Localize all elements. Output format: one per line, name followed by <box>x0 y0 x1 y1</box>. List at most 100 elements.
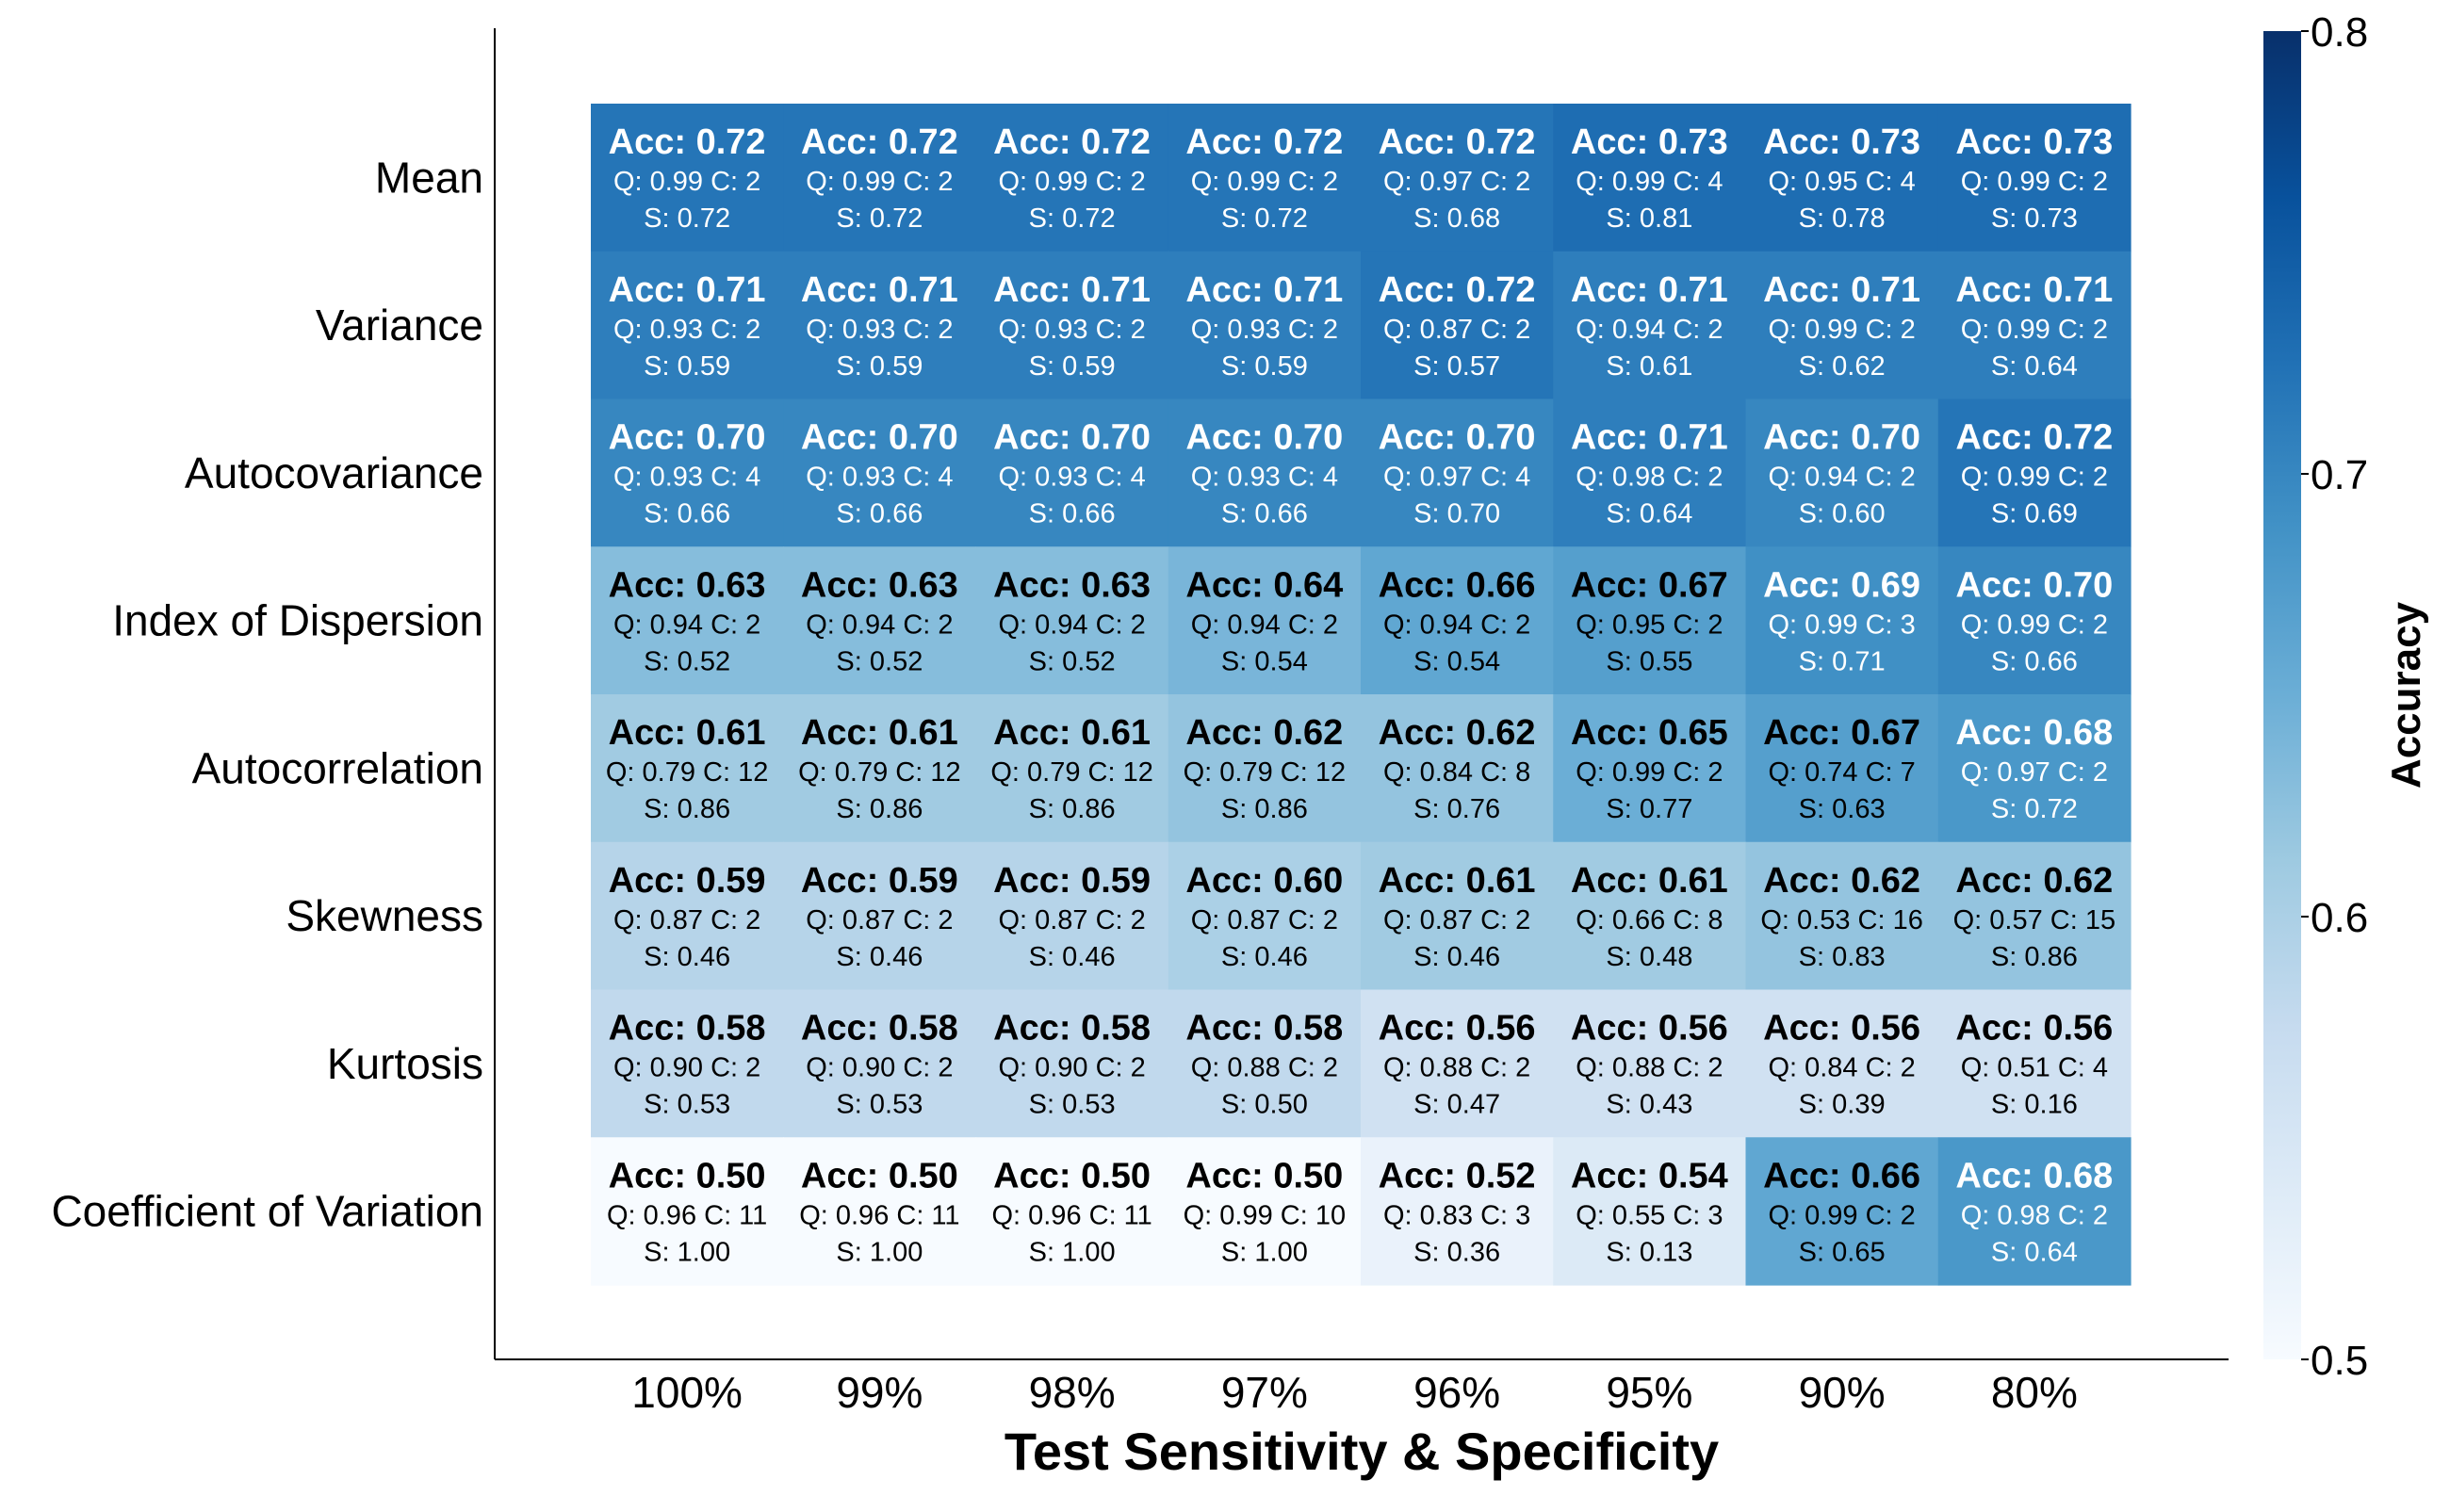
cell-qc-label: Q: 0.99 C: 2 <box>1576 757 1723 788</box>
cell-rect <box>1937 251 2132 400</box>
cell-rect <box>1937 398 2132 547</box>
heatmap-cell: Acc: 0.70 Q: 0.93 C: 4 S: 0.66 <box>591 398 784 547</box>
colorbar-tick-label: 0.6 <box>2311 895 2368 941</box>
cell-qc-label: Q: 0.79 C: 12 <box>990 757 1153 788</box>
cell-qc-label: Q: 0.87 C: 2 <box>1383 315 1530 345</box>
cell-rect <box>1553 546 1747 695</box>
cell-qc-label: Q: 0.87 C: 2 <box>613 905 760 935</box>
heatmap-cell: Acc: 0.70 Q: 0.93 C: 4 S: 0.66 <box>783 398 977 547</box>
heatmap-cell: Acc: 0.62 Q: 0.84 C: 8 S: 0.76 <box>1361 694 1554 843</box>
cell-rect <box>1168 546 1362 695</box>
x-tick-labels: 100% 99% 98% 97% 96% 95% 90% 80% <box>631 1368 2078 1417</box>
heatmap-cell: Acc: 0.50 Q: 0.96 C: 11 S: 1.00 <box>591 1137 784 1286</box>
cell-rect <box>975 989 1169 1138</box>
heatmap-cell: Acc: 0.66 Q: 0.99 C: 2 S: 0.65 <box>1745 1137 1939 1286</box>
cell-s-label: S: 0.83 <box>1799 942 1886 972</box>
cell-s-label: S: 0.72 <box>644 203 730 234</box>
cell-accuracy-label: Acc: 0.70 <box>1379 418 1536 458</box>
heatmap-cell: Acc: 0.67 Q: 0.74 C: 7 S: 0.63 <box>1745 694 1939 843</box>
colorbar-tick-label: 0.8 <box>2311 9 2368 56</box>
heatmap-cell: Acc: 0.71 Q: 0.93 C: 2 S: 0.59 <box>591 251 784 400</box>
heatmap-cell: Acc: 0.61 Q: 0.87 C: 2 S: 0.46 <box>1361 841 1554 991</box>
heatmap-cell: Acc: 0.61 Q: 0.79 C: 12 S: 0.86 <box>975 694 1169 843</box>
y-tick-label: Autocovariance <box>185 448 483 497</box>
cell-qc-label: Q: 0.99 C: 2 <box>998 167 1145 197</box>
cell-rect <box>1745 989 1939 1138</box>
x-tick-label: 96% <box>1413 1368 1500 1417</box>
cell-accuracy-label: Acc: 0.72 <box>609 122 766 162</box>
cell-rect <box>1553 694 1747 843</box>
cell-accuracy-label: Acc: 0.58 <box>993 1009 1151 1049</box>
cell-qc-label: Q: 0.94 C: 2 <box>1576 315 1723 345</box>
cell-qc-label: Q: 0.55 C: 3 <box>1576 1200 1723 1230</box>
cell-accuracy-label: Acc: 0.58 <box>1185 1009 1343 1049</box>
cell-accuracy-label: Acc: 0.71 <box>1955 270 2113 310</box>
cell-rect <box>1168 989 1362 1138</box>
cell-qc-label: Q: 0.93 C: 2 <box>613 315 760 345</box>
cell-rect <box>1553 251 1747 400</box>
heatmap-cell: Acc: 0.58 Q: 0.88 C: 2 S: 0.50 <box>1168 989 1362 1138</box>
cell-rect <box>1937 1137 2132 1286</box>
cell-qc-label: Q: 0.98 C: 2 <box>1576 463 1723 493</box>
cell-accuracy-label: Acc: 0.54 <box>1571 1156 1728 1195</box>
cell-qc-label: Q: 0.87 C: 2 <box>1191 905 1338 935</box>
heatmap-cell: Acc: 0.72 Q: 0.97 C: 2 S: 0.68 <box>1361 104 1554 252</box>
cell-accuracy-label: Acc: 0.66 <box>1763 1156 1920 1195</box>
heatmap-cell: Acc: 0.71 Q: 0.93 C: 2 S: 0.59 <box>975 251 1169 400</box>
cell-accuracy-label: Acc: 0.59 <box>993 861 1151 901</box>
cell-s-label: S: 0.64 <box>1991 351 2078 382</box>
cell-qc-label: Q: 0.99 C: 2 <box>806 167 953 197</box>
cell-s-label: S: 1.00 <box>836 1237 923 1267</box>
heatmap-cell: Acc: 0.73 Q: 0.95 C: 4 S: 0.78 <box>1745 104 1939 252</box>
cell-accuracy-label: Acc: 0.71 <box>1763 270 1920 310</box>
heatmap-cell: Acc: 0.56 Q: 0.88 C: 2 S: 0.43 <box>1553 989 1747 1138</box>
cell-qc-label: Q: 0.96 C: 11 <box>799 1200 959 1230</box>
cell-rect <box>1745 398 1939 547</box>
cell-s-label: S: 0.53 <box>644 1090 730 1120</box>
cell-qc-label: Q: 0.51 C: 4 <box>1961 1053 2108 1083</box>
cell-rect <box>1745 694 1939 843</box>
colorbar: 0.5 0.6 0.7 0.8 Accuracy <box>2263 9 2429 1384</box>
cell-accuracy-label: Acc: 0.70 <box>1185 418 1343 458</box>
cell-accuracy-label: Acc: 0.63 <box>609 565 766 605</box>
cell-qc-label: Q: 0.99 C: 2 <box>1961 610 2108 640</box>
cell-s-label: S: 0.86 <box>644 794 730 824</box>
heatmap-cell: Acc: 0.70 Q: 0.99 C: 2 S: 0.66 <box>1937 546 2132 695</box>
x-tick-label: 95% <box>1606 1368 1692 1417</box>
heatmap-cell: Acc: 0.68 Q: 0.97 C: 2 S: 0.72 <box>1937 694 2132 843</box>
cell-accuracy-label: Acc: 0.73 <box>1763 122 1920 162</box>
cell-s-label: S: 0.64 <box>1606 499 1692 529</box>
heatmap-cell: Acc: 0.70 Q: 0.94 C: 2 S: 0.60 <box>1745 398 1939 547</box>
cell-qc-label: Q: 0.87 C: 2 <box>806 905 953 935</box>
cell-rect <box>975 546 1169 695</box>
heatmap-cell: Acc: 0.58 Q: 0.90 C: 2 S: 0.53 <box>783 989 977 1138</box>
heatmap-cell: Acc: 0.67 Q: 0.95 C: 2 S: 0.55 <box>1553 546 1747 695</box>
cell-s-label: S: 1.00 <box>1029 1237 1116 1267</box>
cell-s-label: S: 0.77 <box>1606 794 1692 824</box>
cell-qc-label: Q: 0.88 C: 2 <box>1191 1053 1338 1083</box>
cell-qc-label: Q: 0.99 C: 2 <box>1961 167 2108 197</box>
cell-rect <box>1937 104 2132 252</box>
heatmap-cell: Acc: 0.56 Q: 0.88 C: 2 S: 0.47 <box>1361 989 1554 1138</box>
heatmap-cell: Acc: 0.63 Q: 0.94 C: 2 S: 0.52 <box>975 546 1169 695</box>
cell-qc-label: Q: 0.93 C: 2 <box>998 315 1145 345</box>
cell-accuracy-label: Acc: 0.62 <box>1763 861 1920 901</box>
cell-qc-label: Q: 0.93 C: 2 <box>1191 315 1338 345</box>
cell-qc-label: Q: 0.93 C: 4 <box>806 463 953 493</box>
heatmap-cell: Acc: 0.58 Q: 0.90 C: 2 S: 0.53 <box>975 989 1169 1138</box>
cell-rect <box>975 841 1169 991</box>
cell-rect <box>591 694 784 843</box>
cell-s-label: S: 0.43 <box>1606 1090 1692 1120</box>
cell-s-label: S: 0.72 <box>836 203 923 234</box>
cell-s-label: S: 0.59 <box>836 351 923 382</box>
cell-rect <box>1553 841 1747 991</box>
heatmap-cell: Acc: 0.59 Q: 0.87 C: 2 S: 0.46 <box>783 841 977 991</box>
heatmap-cell: Acc: 0.62 Q: 0.53 C: 16 S: 0.83 <box>1745 841 1939 991</box>
heatmap-cell: Acc: 0.61 Q: 0.66 C: 8 S: 0.48 <box>1553 841 1747 991</box>
heatmap-cell: Acc: 0.70 Q: 0.97 C: 4 S: 0.70 <box>1361 398 1554 547</box>
x-tick-label: 97% <box>1221 1368 1308 1417</box>
heatmap-cell: Acc: 0.70 Q: 0.93 C: 4 S: 0.66 <box>1168 398 1362 547</box>
cell-s-label: S: 0.68 <box>1413 203 1500 234</box>
cell-accuracy-label: Acc: 0.70 <box>1955 565 2113 605</box>
cell-accuracy-label: Acc: 0.65 <box>1571 713 1728 753</box>
